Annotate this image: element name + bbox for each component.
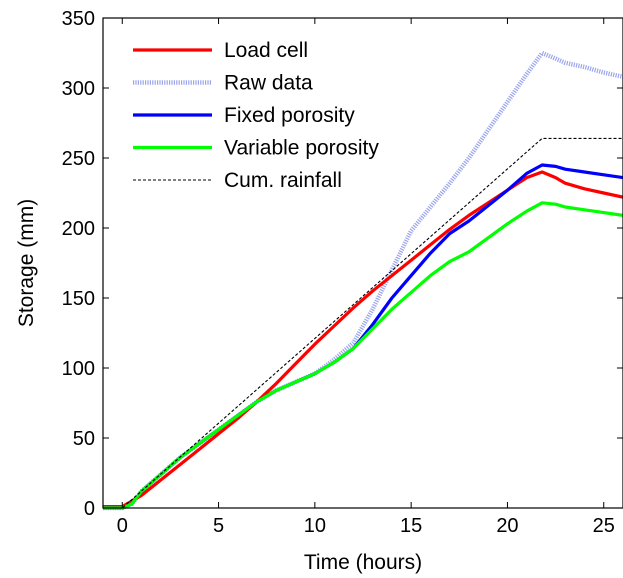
series-layer: [103, 50, 623, 511]
series-line-load-cell: [103, 170, 623, 509]
legend-label: Fixed porosity: [224, 104, 355, 127]
y-axis-label: Storage (mm): [15, 199, 38, 327]
y-tick-label: 200: [62, 218, 95, 240]
y-tick-label: 100: [62, 358, 95, 380]
y-tick-label: 300: [62, 78, 95, 100]
x-tick-label: 25: [593, 515, 615, 537]
y-ticks: 0 50 100 150 200 250 300 350: [62, 8, 623, 520]
y-tick-label: 0: [84, 498, 95, 520]
plot-area: [103, 18, 623, 508]
x-ticks: 0 5 10 15 20 25: [117, 18, 615, 537]
series-line-raw-data: [103, 50, 623, 511]
legend-label: Cum. rainfall: [224, 169, 342, 192]
legend-label: Variable porosity: [224, 137, 379, 160]
y-tick-label: 50: [73, 428, 95, 450]
x-tick-label: 15: [400, 515, 422, 537]
x-tick-label: 20: [496, 515, 518, 537]
x-axis-label: Time (hours): [304, 551, 422, 574]
y-tick-label: 150: [62, 288, 95, 310]
x-tick-label: 0: [117, 515, 128, 537]
legend-label: Load cell: [224, 39, 308, 62]
legend-label: Raw data: [224, 72, 313, 95]
y-tick-label: 250: [62, 148, 95, 170]
y-tick-label: 350: [62, 8, 95, 30]
x-tick-label: 10: [304, 515, 326, 537]
legend: Load cell Raw data Fixed porosity Variable …: [133, 39, 379, 192]
x-tick-label: 5: [213, 515, 224, 537]
plot-frame: [102, 17, 623, 509]
